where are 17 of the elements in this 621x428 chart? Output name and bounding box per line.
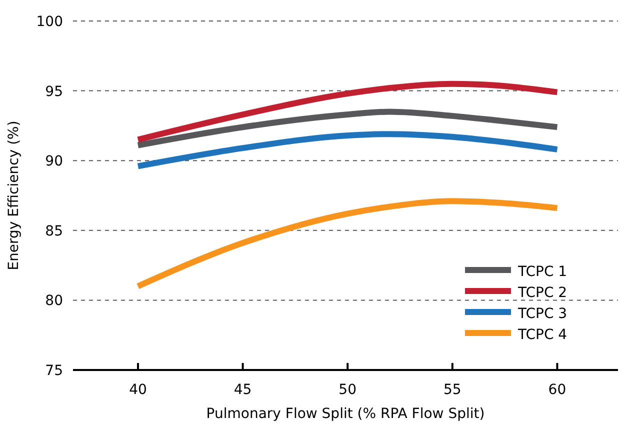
y-tick-label: 80	[45, 293, 63, 310]
x-tick-label: 50	[338, 382, 357, 398]
x-tick-label: 40	[129, 382, 147, 398]
x-tick-label: 45	[234, 382, 252, 398]
y-axis-title: Energy Efficiency (%)	[6, 120, 22, 270]
legend-label: TCPC 2	[517, 285, 568, 301]
legend-label: TCPC 4	[517, 327, 568, 343]
y-tick-label: 100	[36, 14, 63, 30]
y-tick-label: 95	[45, 84, 63, 100]
y-tick-label: 75	[45, 363, 63, 379]
legend-label: TCPC 1	[517, 264, 568, 280]
y-tick-label: 85	[45, 223, 63, 240]
x-axis-title: Pulmonary Flow Split (% RPA Flow Split)	[206, 406, 485, 422]
x-tick-label: 60	[548, 382, 566, 398]
legend-label: TCPC 3	[517, 306, 568, 322]
y-tick-label: 90	[45, 154, 63, 170]
x-tick-label: 55	[443, 382, 462, 398]
